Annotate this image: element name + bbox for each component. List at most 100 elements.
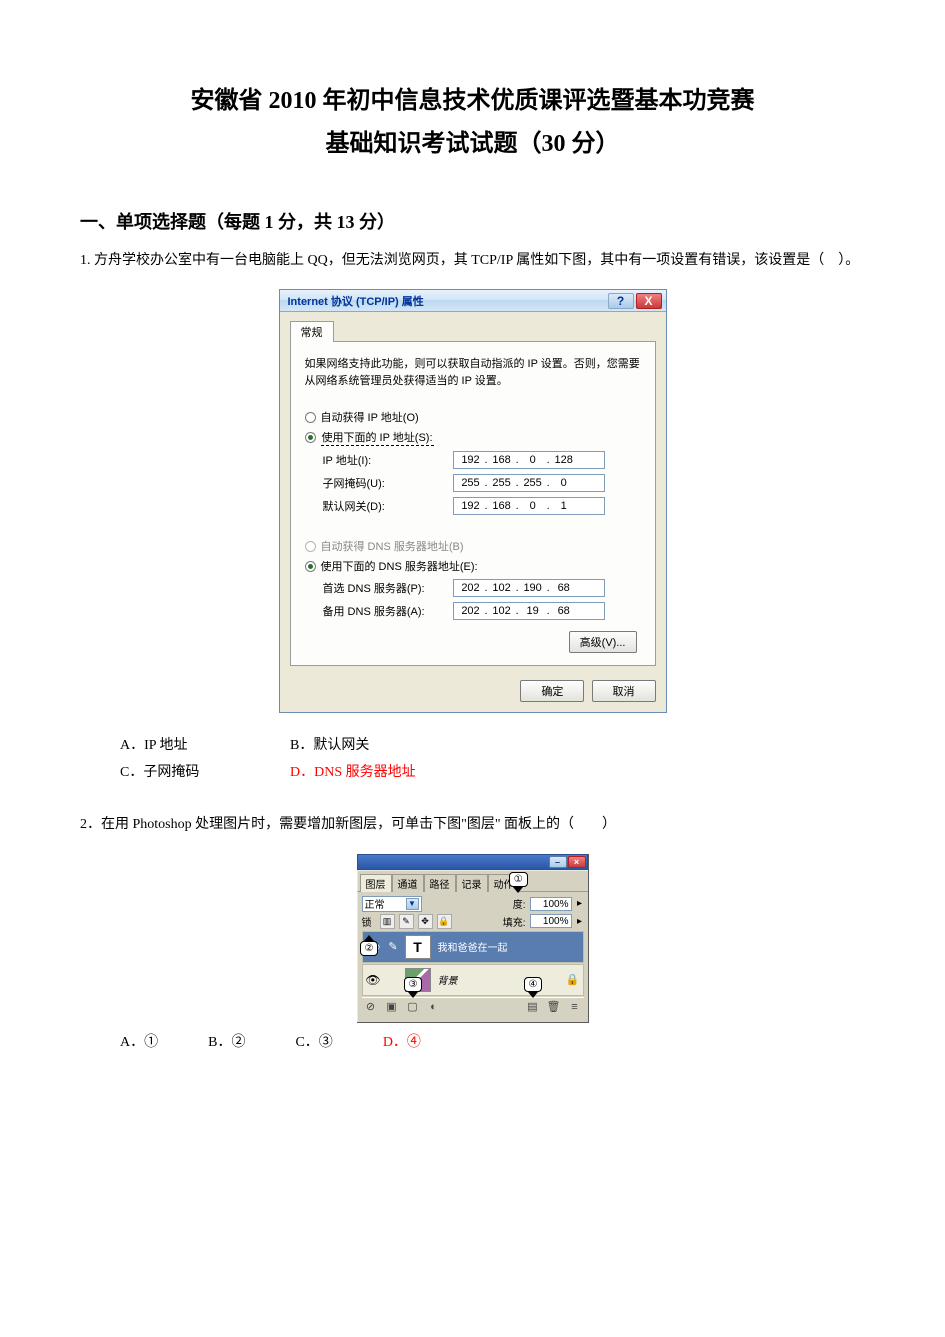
radio-auto-ip-label: 自动获得 IP 地址(O) xyxy=(321,409,419,425)
dns1-oct-2: 102 xyxy=(489,582,515,594)
gw-oct-4: 1 xyxy=(551,500,577,512)
tcpip-dialog-figure: Internet 协议 (TCP/IP) 属性 ? X 常规 如果网络支持此功能… xyxy=(80,289,865,713)
section-1-heading: 一、单项选择题（每题 1 分，共 13 分） xyxy=(80,208,865,234)
blend-mode-dropdown[interactable]: 正常 ▼ xyxy=(362,896,422,912)
radio-manual-dns[interactable] xyxy=(305,561,316,572)
layer-1-name: 我和爸爸在一起 xyxy=(434,939,581,954)
page-title-line-2: 基础知识考试试题（30 分） xyxy=(80,123,865,158)
q1-option-b: B．默认网关 xyxy=(290,733,460,760)
radio-manual-dns-label: 使用下面的 DNS 服务器地址(E): xyxy=(321,558,478,574)
radio-auto-dns xyxy=(305,541,316,552)
layer-row-2[interactable]: 👁 背景 🔒 xyxy=(362,964,584,996)
gw-oct-3: 0 xyxy=(520,500,546,512)
dropdown-arrow-icon: ▼ xyxy=(406,898,419,910)
dns1-oct-4: 68 xyxy=(551,582,577,594)
dns1-oct-1: 202 xyxy=(458,582,484,594)
photoshop-layers-panel: – × 图层 通道 路径 记录 动作 正常 ▼ ① xyxy=(357,854,589,1023)
preferred-dns-input[interactable]: 202. 102. 190. 68 xyxy=(453,579,605,597)
q2-option-c: C．③ xyxy=(295,1031,332,1051)
q1-option-c: C．子网掩码 xyxy=(120,760,290,787)
lock-all-icon[interactable]: 🔒 xyxy=(437,914,452,929)
callout-3: ③ xyxy=(404,977,423,992)
help-button[interactable]: ? xyxy=(608,293,634,309)
callout-2: ② xyxy=(360,941,379,956)
trash-icon[interactable]: 🗑 xyxy=(547,1000,561,1014)
ip-oct-2: 168 xyxy=(489,454,515,466)
radio-auto-dns-label: 自动获得 DNS 服务器地址(B) xyxy=(321,538,464,554)
question-1-options: A．IP 地址 B．默认网关 C．子网掩码 D．DNS 服务器地址 xyxy=(120,733,865,786)
ps-minimize-button[interactable]: – xyxy=(549,856,567,868)
fx-icon[interactable]: ⊘ xyxy=(364,1000,378,1014)
radio-manual-ip[interactable] xyxy=(305,432,316,443)
q1-option-a: A．IP 地址 xyxy=(120,733,290,760)
tab-general[interactable]: 常规 xyxy=(290,321,334,342)
dialog-info-text: 如果网络支持此功能，则可以获取自动指派的 IP 设置。否则，您需要从网络系统管理… xyxy=(305,356,641,389)
mask-oct-2: 255 xyxy=(489,477,515,489)
gw-oct-1: 192 xyxy=(458,500,484,512)
dialog-title: Internet 协议 (TCP/IP) 属性 xyxy=(288,293,424,309)
ps-close-button[interactable]: × xyxy=(568,856,586,868)
photoshop-panel-figure: – × 图层 通道 路径 记录 动作 正常 ▼ ① xyxy=(80,854,865,1023)
fill-label: 填充: xyxy=(503,914,526,929)
dns2-oct-4: 68 xyxy=(551,605,577,617)
lock-pixels-icon[interactable]: ✎ xyxy=(399,914,414,929)
mask-icon[interactable]: ▣ xyxy=(385,1000,399,1014)
ps-tab-history[interactable]: 记录 xyxy=(456,874,488,892)
dns1-oct-3: 190 xyxy=(520,582,546,594)
radio-auto-ip[interactable] xyxy=(305,412,316,423)
cancel-button[interactable]: 取消 xyxy=(592,680,656,702)
q1-option-d: D．DNS 服务器地址 xyxy=(290,760,460,787)
q2-option-a: A．① xyxy=(120,1031,158,1051)
page-title-line-1: 安徽省 2010 年初中信息技术优质课评选暨基本功竞赛 xyxy=(80,80,865,115)
lock-label: 锁 xyxy=(362,914,372,929)
question-2-text: 2．在用 Photoshop 处理图片时，需要增加新图层，可单击下图"图层" 面… xyxy=(80,812,865,837)
subnet-mask-input[interactable]: 255. 255. 255. 0 xyxy=(453,474,605,492)
layer-row-1[interactable]: 👁 ✎ T 我和爸爸在一起 xyxy=(362,931,584,963)
subnet-mask-label: 子网掩码(U): xyxy=(323,475,453,491)
dns2-oct-1: 202 xyxy=(458,605,484,617)
gw-oct-2: 168 xyxy=(489,500,515,512)
link-icon[interactable]: ✎ xyxy=(385,940,402,953)
ps-bottom-toolbar: ⊘ ▣ ③ ▢ ◐ xyxy=(362,997,584,1016)
tcpip-dialog: Internet 协议 (TCP/IP) 属性 ? X 常规 如果网络支持此功能… xyxy=(279,289,667,713)
dialog-titlebar: Internet 协议 (TCP/IP) 属性 ? X xyxy=(280,290,666,312)
dns2-oct-2: 102 xyxy=(489,605,515,617)
ps-tab-paths[interactable]: 路径 xyxy=(424,874,456,892)
menu-icon[interactable]: ≡ xyxy=(568,1000,582,1014)
ps-tab-layers[interactable]: 图层 xyxy=(360,874,392,892)
q2-option-b: B．② xyxy=(208,1031,245,1051)
ps-tabs: 图层 通道 路径 记录 动作 xyxy=(357,870,588,892)
ps-tab-channels[interactable]: 通道 xyxy=(392,874,424,892)
opacity-slider-icon[interactable]: ▸ xyxy=(576,898,584,909)
ip-oct-1: 192 xyxy=(458,454,484,466)
adjustment-icon[interactable]: ◐ xyxy=(427,1000,441,1014)
radio-manual-ip-label: 使用下面的 IP 地址(S): xyxy=(321,429,434,446)
mask-oct-1: 255 xyxy=(458,477,484,489)
lock-transparent-icon[interactable]: ▥ xyxy=(380,914,395,929)
gateway-label: 默认网关(D): xyxy=(323,498,453,514)
new-layer-icon[interactable]: ▤ xyxy=(526,1000,540,1014)
question-2-options: A．① B．② C．③ D．④ xyxy=(120,1031,865,1051)
close-button[interactable]: X xyxy=(636,293,662,309)
gateway-input[interactable]: 192. 168. 0. 1 xyxy=(453,497,605,515)
question-1-text: 1. 方舟学校办公室中有一台电脑能上 QQ，但无法浏览网页，其 TCP/IP 属… xyxy=(80,248,865,273)
dns2-oct-3: 19 xyxy=(520,605,546,617)
fill-input[interactable]: 100% xyxy=(530,914,572,928)
ok-button[interactable]: 确定 xyxy=(520,680,584,702)
opacity-input[interactable]: 100% xyxy=(530,897,572,911)
ip-address-input[interactable]: 192. 168. 0. 128 xyxy=(453,451,605,469)
layer-lock-icon: 🔒 xyxy=(565,973,581,986)
lock-position-icon[interactable]: ✥ xyxy=(418,914,433,929)
callout-4: ④ xyxy=(524,977,543,992)
advanced-button[interactable]: 高级(V)... xyxy=(569,631,637,653)
ps-panel-titlebar: – × xyxy=(357,854,588,870)
blend-mode-value: 正常 xyxy=(365,896,385,911)
mask-oct-4: 0 xyxy=(551,477,577,489)
opacity-label: 度: xyxy=(513,900,526,911)
preferred-dns-label: 首选 DNS 服务器(P): xyxy=(323,580,453,596)
visibility-icon[interactable]: 👁 xyxy=(365,973,382,987)
alternate-dns-input[interactable]: 202. 102. 19. 68 xyxy=(453,602,605,620)
q2-option-d: D．④ xyxy=(383,1031,421,1051)
folder-icon[interactable]: ▢ xyxy=(406,1000,420,1014)
fill-slider-icon[interactable]: ▸ xyxy=(576,916,584,927)
